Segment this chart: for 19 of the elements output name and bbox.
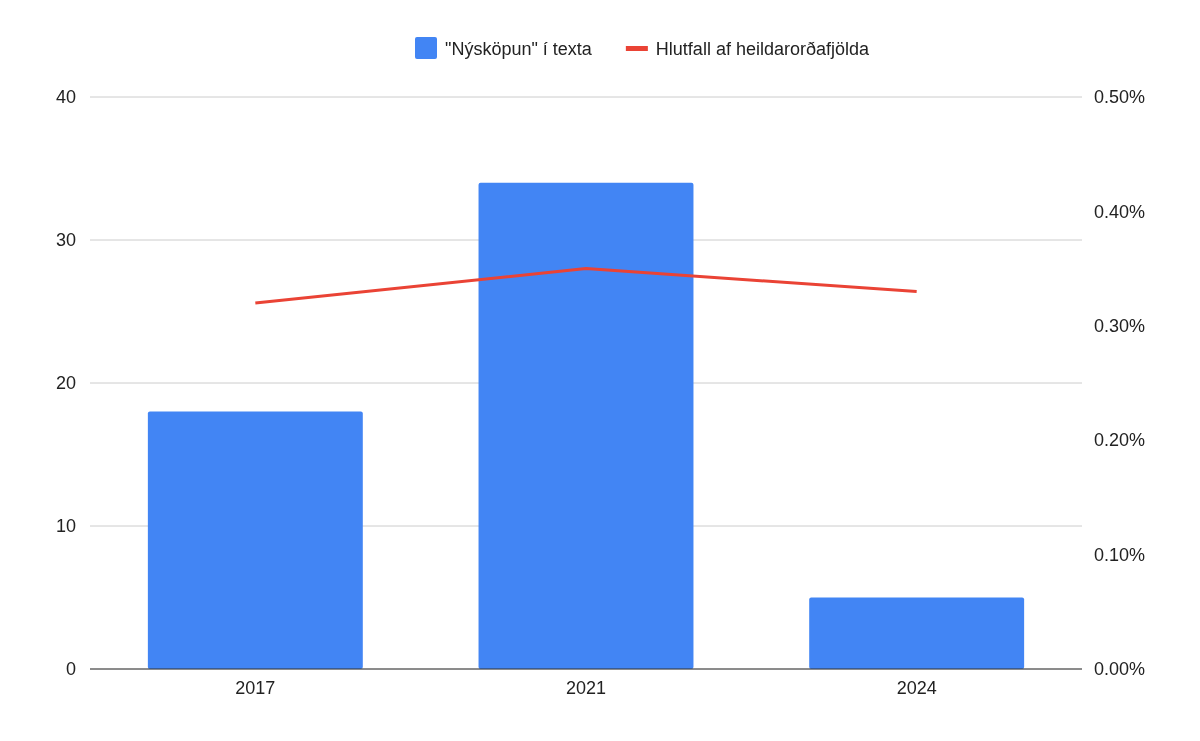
x-tick-label: 2017 xyxy=(235,677,276,698)
y-tick-label: 40 xyxy=(55,87,76,108)
y2-tick-label: 0.00% xyxy=(1094,659,1146,680)
bar xyxy=(809,597,1025,669)
y-tick-label: 20 xyxy=(55,373,76,394)
legend-label: "Nýsköpun" í texta xyxy=(445,39,593,59)
x-tick-label: 2021 xyxy=(565,677,607,698)
y-tick-label: 0 xyxy=(65,659,76,680)
y-tick-label: 10 xyxy=(55,516,76,537)
y-tick-label: 30 xyxy=(55,230,76,251)
legend-label: Hlutfall af heildarorðafjölda xyxy=(655,39,870,59)
y2-tick-label: 0.30% xyxy=(1094,316,1146,337)
y2-tick-label: 0.40% xyxy=(1094,201,1146,222)
y2-tick-label: 0.20% xyxy=(1094,430,1146,451)
bar xyxy=(147,411,363,669)
y2-tick-label: 0.50% xyxy=(1094,87,1146,108)
y2-tick-label: 0.10% xyxy=(1094,544,1146,565)
bar xyxy=(478,182,694,669)
x-tick-label: 2024 xyxy=(896,677,937,698)
